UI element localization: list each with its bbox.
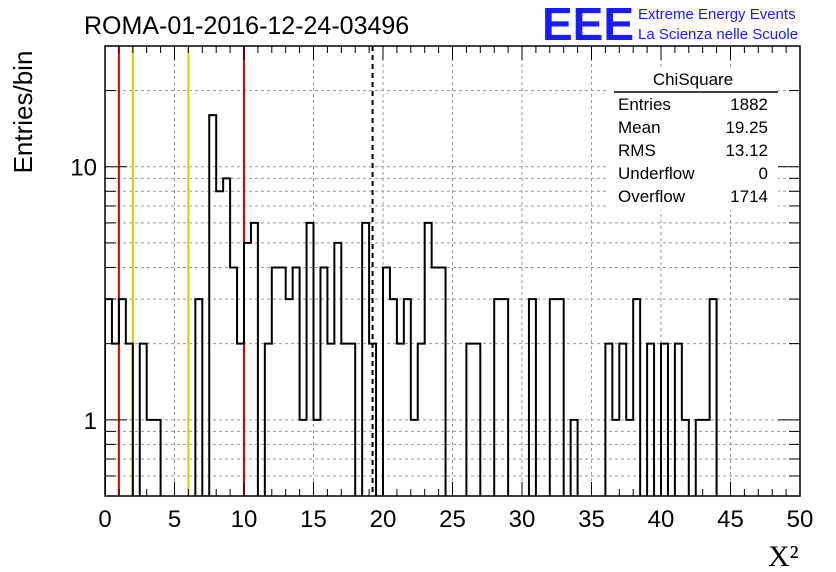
histogram-bin <box>710 299 717 496</box>
stats-box: ChiSquare Entries 1882 Mean 19.25 RMS 13… <box>608 70 778 210</box>
eee-logo-line2: La Scienza nelle Scuole <box>638 26 798 43</box>
stats-underflow-label: Underflow <box>618 164 695 183</box>
histogram-bin <box>383 267 390 496</box>
histogram-bin <box>147 420 154 496</box>
stats-mean-value: 19.25 <box>725 118 768 137</box>
y-tick-label: 10 <box>70 155 97 182</box>
histogram-bin <box>237 344 244 496</box>
histogram-bin <box>661 344 668 496</box>
histogram-bin <box>265 344 272 496</box>
histogram-bin <box>154 420 161 496</box>
x-tick-label: 5 <box>168 506 181 533</box>
eee-logo-line1: Extreme Energy Events <box>638 6 796 23</box>
histogram-bin <box>327 344 334 496</box>
x-tick-label: 50 <box>787 506 814 533</box>
x-tick-label: 40 <box>648 506 675 533</box>
x-tick-label: 25 <box>439 506 466 533</box>
histogram-layer <box>105 114 718 496</box>
histogram-bin <box>571 420 578 496</box>
histogram-bin <box>105 299 112 496</box>
histogram-bin <box>557 299 564 496</box>
histogram-bin <box>626 420 633 496</box>
histogram-bin <box>320 267 327 496</box>
x-tick-label: 35 <box>578 506 605 533</box>
histogram-bin <box>432 267 439 496</box>
histogram-series <box>105 114 718 496</box>
stats-rms-value: 13.12 <box>725 141 768 160</box>
x-axis-label: X² <box>768 540 799 572</box>
x-tick-label: 30 <box>509 506 536 533</box>
histogram-bin <box>466 344 473 496</box>
histogram-bin <box>293 267 300 496</box>
histogram-bin <box>612 420 619 496</box>
histogram-bin <box>334 243 341 496</box>
stats-rms-label: RMS <box>618 141 656 160</box>
histogram-bin <box>362 223 369 496</box>
histogram-bin <box>696 420 703 496</box>
stats-box-background <box>608 70 778 210</box>
chart-title: ROMA-01-2016-12-24-03496 <box>84 12 409 40</box>
stats-mean-label: Mean <box>618 118 661 137</box>
histogram-bin <box>397 344 404 496</box>
axis-layer: 0 5 10 15 20 25 30 35 40 45 50 1 10 <box>70 45 814 533</box>
histogram-bin <box>348 344 355 496</box>
stats-underflow-value: 0 <box>759 164 768 183</box>
histogram-bin <box>550 299 557 496</box>
histogram-bin <box>209 115 216 496</box>
histogram-bin <box>411 420 418 496</box>
eee-logo: EEE Extreme Energy Events La Scienza nel… <box>542 0 798 50</box>
histogram-bin <box>272 267 279 496</box>
x-tick-label: 15 <box>300 506 327 533</box>
histogram-bin <box>501 299 508 496</box>
histogram-bin <box>675 344 682 496</box>
histogram-bin <box>390 299 397 496</box>
histogram-bin <box>244 243 251 496</box>
histogram-bin <box>633 299 640 496</box>
y-tick-label: 1 <box>84 408 97 435</box>
histogram-bin <box>647 344 654 496</box>
histogram-bin <box>286 299 293 496</box>
histogram-bin <box>140 344 147 496</box>
histogram-bin <box>494 299 501 496</box>
histogram-bin <box>682 420 689 496</box>
histogram-bin <box>216 191 223 496</box>
stats-box-title: ChiSquare <box>653 70 733 89</box>
histogram-bin <box>119 299 126 496</box>
histogram-bin <box>529 299 536 496</box>
histogram-bin <box>195 299 202 496</box>
eee-logo-mark: EEE <box>542 0 634 50</box>
histogram-bin <box>404 299 411 496</box>
x-tick-label: 20 <box>370 506 397 533</box>
histogram-bin <box>300 420 307 496</box>
histogram-bin <box>473 344 480 496</box>
histogram-bin <box>605 344 612 496</box>
histogram-bin <box>619 344 626 496</box>
histogram-bin <box>314 420 321 496</box>
stats-entries-label: Entries <box>618 95 671 114</box>
y-axis-label: Entries/bin <box>8 51 38 174</box>
histogram-bin <box>251 223 258 496</box>
histogram-bin <box>223 178 230 496</box>
x-tick-label: 10 <box>231 506 258 533</box>
histogram-bin <box>279 267 286 496</box>
stats-overflow-label: Overflow <box>618 187 686 206</box>
histogram-bin <box>418 344 425 496</box>
histogram-bin <box>439 267 446 496</box>
histogram-bin <box>703 420 710 496</box>
x-tick-label: 45 <box>717 506 744 533</box>
histogram-bin <box>307 223 314 496</box>
histogram-bin <box>230 267 237 496</box>
x-tick-label: 0 <box>98 506 111 533</box>
histogram-bin <box>341 344 348 496</box>
stats-entries-value: 1882 <box>730 95 768 114</box>
histogram-bin <box>369 344 376 496</box>
stats-overflow-value: 1714 <box>730 187 768 206</box>
histogram-bin <box>425 223 432 496</box>
